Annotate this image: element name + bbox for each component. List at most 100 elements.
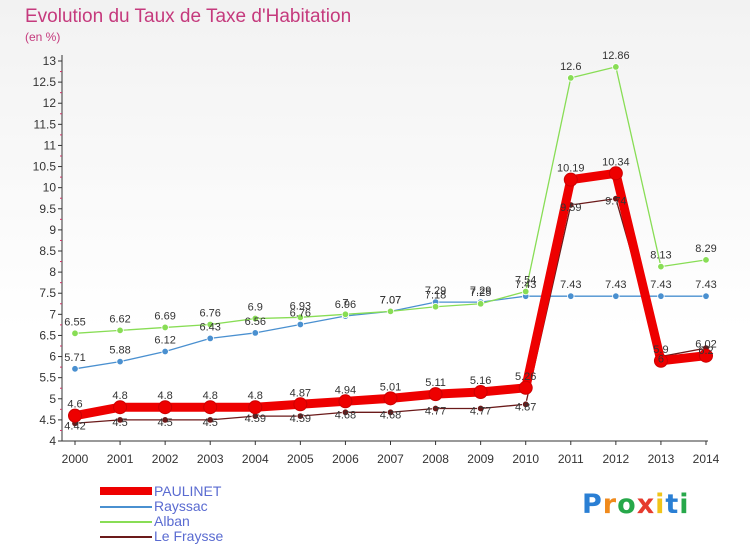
data-label: 4.59: [245, 413, 266, 425]
y-tick-label: 12: [43, 96, 57, 110]
y-tick-label: 6: [49, 350, 56, 364]
data-point: [161, 323, 169, 332]
x-tick-label: 2001: [107, 452, 134, 466]
data-label: 6.12: [154, 334, 175, 346]
data-label: 6.56: [245, 316, 266, 328]
data-label: 4.87: [290, 387, 311, 399]
data-point: [248, 400, 263, 415]
data-label: 6.69: [154, 310, 175, 322]
data-point: [653, 353, 668, 368]
legend-label: PAULINET: [154, 483, 222, 499]
data-label: 4.87: [515, 401, 536, 413]
data-point: [657, 292, 665, 300]
y-tick-label: 8: [49, 265, 56, 279]
data-label: 6.55: [64, 316, 85, 328]
data-point: [116, 416, 124, 424]
data-label: 6.76: [200, 307, 221, 319]
x-tick-label: 2014: [693, 452, 720, 466]
data-point: [386, 307, 395, 316]
data-label: 7.25: [470, 287, 491, 299]
data-point: [563, 172, 578, 187]
data-point: [383, 391, 398, 406]
y-tick-label: 11.5: [34, 117, 57, 131]
series-line-rayssac: [74, 295, 707, 370]
data-label: 4.5: [157, 417, 172, 429]
legend-swatch: [100, 521, 152, 523]
data-point: [567, 74, 575, 82]
data-point: [338, 394, 353, 409]
data-label: 10.34: [602, 156, 630, 168]
y-tick-label: 9: [49, 223, 56, 237]
data-point: [158, 400, 173, 415]
data-point: [161, 347, 169, 356]
data-label: 4.77: [470, 405, 491, 417]
data-label: 4.8: [157, 390, 172, 402]
data-label: 4.8: [248, 390, 263, 402]
chart-subtitle: (en %): [25, 30, 61, 44]
data-label: 6.43: [200, 321, 221, 333]
data-label: 6.02: [695, 339, 716, 351]
data-label: 7.18: [425, 290, 446, 302]
legend-label: Alban: [154, 513, 190, 529]
data-point: [518, 380, 533, 395]
data-point: [293, 397, 308, 412]
data-label: 7.54: [515, 275, 536, 287]
x-tick-label: 2005: [287, 452, 314, 466]
data-label: 6.62: [109, 313, 130, 325]
data-point: [203, 400, 218, 415]
x-tick-label: 2012: [603, 452, 630, 466]
x-tick-label: 2004: [242, 452, 269, 466]
data-label: 5.11: [425, 377, 446, 389]
data-point: [476, 300, 485, 308]
logo-letter: r: [602, 489, 618, 520]
data-label: 9.74: [605, 196, 626, 208]
data-label: 7.43: [605, 279, 626, 291]
data-point: [341, 408, 350, 416]
data-label: 7.07: [380, 294, 401, 306]
data-label: 5.01: [380, 381, 401, 393]
y-tick-label: 5: [49, 392, 56, 406]
y-tick-label: 4.5: [39, 413, 56, 427]
data-point: [522, 287, 530, 296]
data-label: 7.29: [425, 285, 446, 297]
data-label: 5.26: [515, 371, 536, 383]
logo-letter: o: [617, 489, 637, 520]
data-point: [206, 416, 214, 424]
data-label: 4.68: [335, 409, 356, 421]
x-tick-label: 2002: [152, 452, 179, 466]
data-point: [699, 348, 713, 363]
data-label: 7.43: [515, 279, 536, 291]
logo-letter: P: [582, 489, 603, 520]
y-tick-label: 11: [44, 138, 57, 152]
data-label: 7.29: [470, 285, 491, 297]
data-point: [612, 292, 620, 300]
x-tick-label: 2000: [62, 452, 89, 466]
data-label: 8.13: [650, 250, 671, 262]
data-label: 4.94: [335, 384, 356, 396]
x-tick-label: 2009: [467, 452, 494, 466]
data-label: 7.43: [695, 279, 716, 291]
data-label: 4.68: [380, 409, 401, 421]
data-label: 6.96: [335, 299, 356, 311]
data-point: [113, 400, 128, 415]
x-tick-label: 2006: [332, 452, 359, 466]
x-tick-label: 2011: [558, 452, 584, 466]
y-tick-label: 8.5: [39, 244, 56, 258]
x-tick-label: 2013: [648, 452, 675, 466]
x-tick-label: 2007: [377, 452, 404, 466]
y-tick-label: 4: [49, 434, 56, 448]
data-point: [296, 320, 305, 329]
data-label: 4.5: [112, 417, 127, 429]
data-label: 12.6: [560, 61, 581, 73]
y-tick-label: 13: [43, 54, 57, 68]
data-label: 6.76: [290, 307, 311, 319]
data-point: [296, 313, 305, 321]
data-point: [296, 412, 305, 420]
data-point: [116, 357, 124, 366]
data-label: 5.9: [653, 344, 668, 356]
data-point: [161, 416, 169, 424]
data-label: 8.29: [695, 243, 716, 255]
x-tick-label: 2010: [512, 452, 539, 466]
